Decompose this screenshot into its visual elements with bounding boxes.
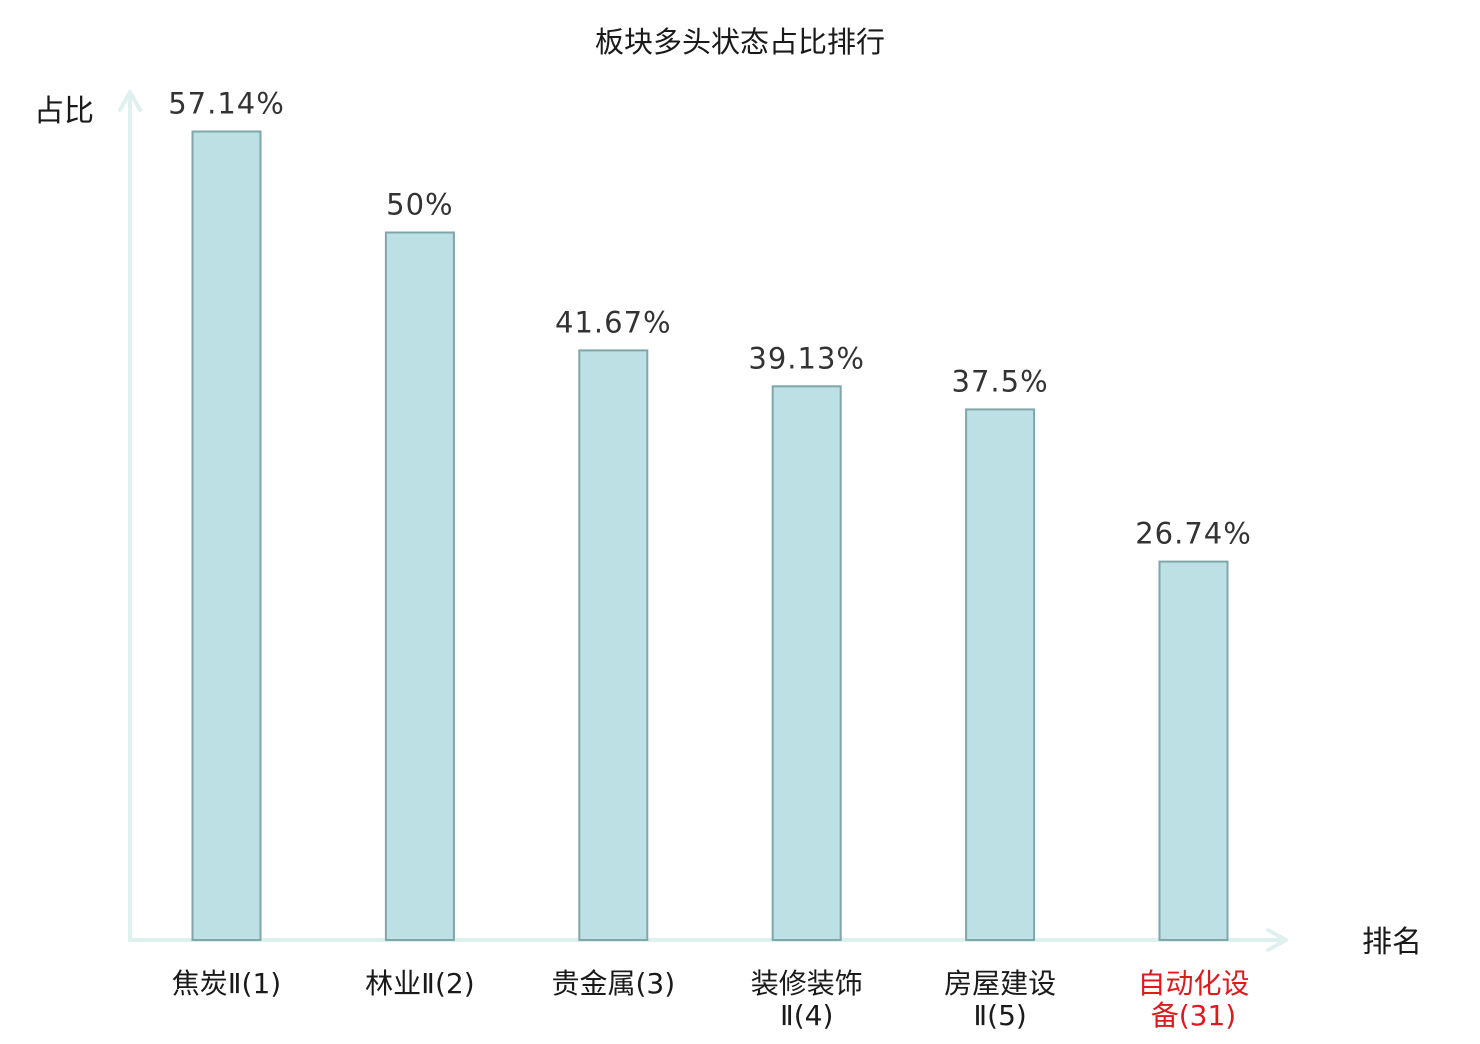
bar-value-label: 37.5% [952,364,1049,398]
bar-value-label: 26.74% [1135,517,1252,551]
bar-value-label: 39.13% [748,341,865,375]
category-label: Ⅱ(5) [973,999,1026,1032]
category-label: 装修装饰 [751,967,863,1000]
category-label: 林业Ⅱ(2) [365,967,474,1000]
x-axis-arrow [1266,928,1288,952]
category-label: 房屋建设 [944,967,1056,1000]
bar [384,231,455,941]
category-label: 备(31) [1151,999,1236,1032]
bar [578,349,649,941]
bar [965,408,1036,941]
y-axis-arrow [118,90,142,112]
category-label: Ⅱ(4) [780,999,833,1032]
x-axis-label: 排名 [1362,925,1422,960]
value-labels-group: 57.14% 50% 41.67% 39.13% 37.5% 26.74% [168,87,1252,551]
bar-value-label: 57.14% [168,87,285,121]
axes [118,90,1288,952]
category-label: 自动化设 [1137,967,1249,1000]
bar [1158,560,1229,941]
bar [771,385,842,941]
bars-group [191,130,1229,941]
bar-value-label: 41.67% [555,305,672,339]
bar [191,130,262,941]
bar-value-label: 50% [386,188,453,222]
category-label: 贵金属(3) [551,967,675,1000]
category-label: 焦炭Ⅱ(1) [172,967,281,1000]
chart-title: 板块多头状态占比排行 [595,25,885,59]
y-axis-label: 占比 [34,94,94,129]
